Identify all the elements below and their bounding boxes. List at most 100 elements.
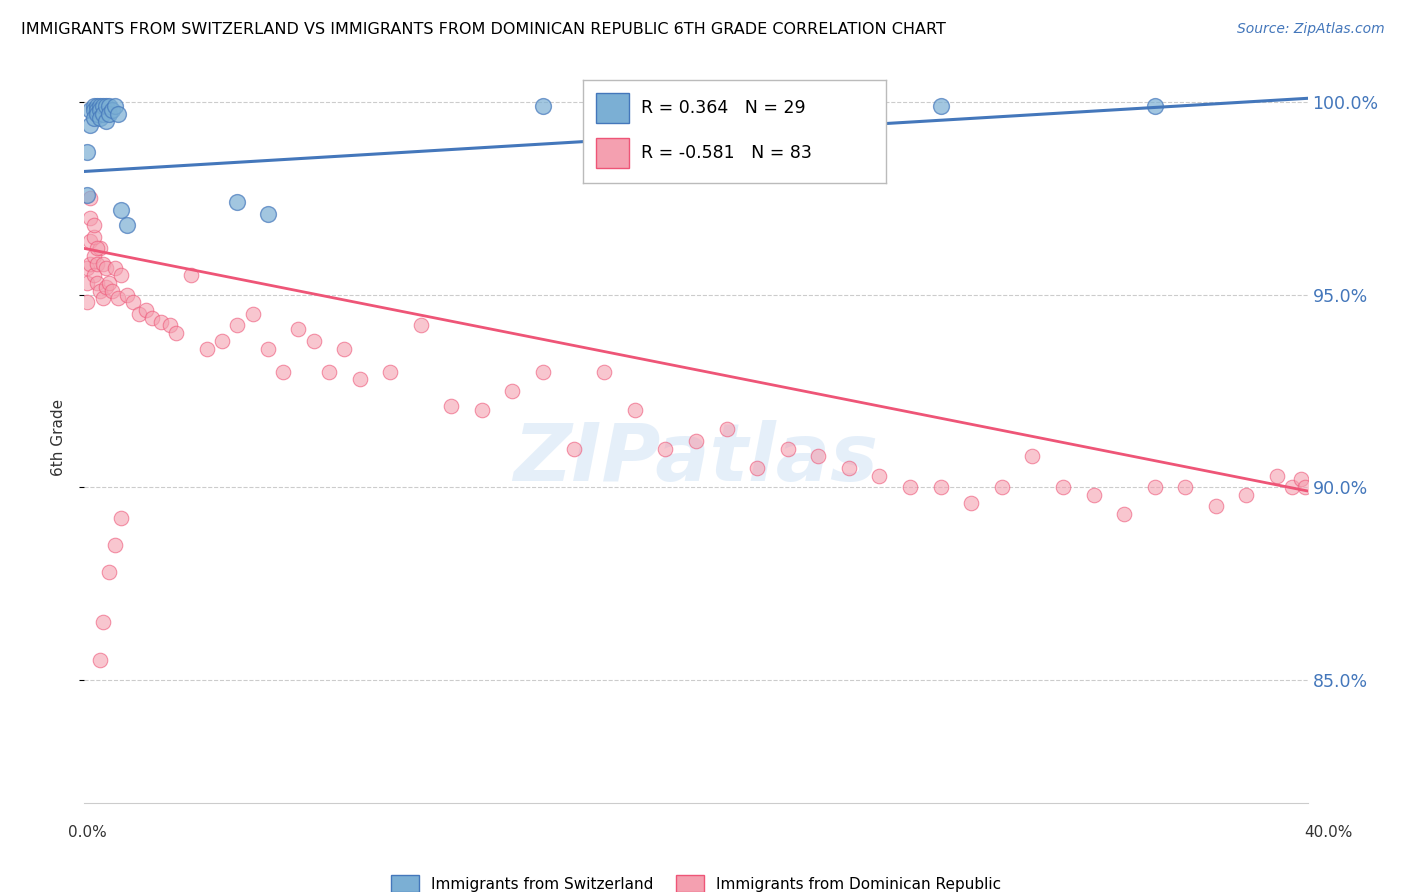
- Point: [333, 342, 356, 356]
- Point: [226, 195, 249, 210]
- Point: [86, 257, 108, 271]
- Point: [86, 103, 108, 117]
- Text: 0.0%: 0.0%: [67, 825, 107, 840]
- Point: [135, 303, 157, 318]
- Point: [76, 295, 98, 310]
- Point: [1174, 480, 1197, 494]
- Point: [97, 106, 120, 120]
- Point: [107, 106, 129, 120]
- Point: [869, 468, 891, 483]
- Point: [91, 257, 114, 271]
- Point: [624, 403, 647, 417]
- Point: [83, 111, 105, 125]
- Point: [104, 260, 127, 275]
- Point: [287, 322, 309, 336]
- Point: [1294, 480, 1316, 494]
- Text: IMMIGRANTS FROM SWITZERLAND VS IMMIGRANTS FROM DOMINICAN REPUBLIC 6TH GRADE CORR: IMMIGRANTS FROM SWITZERLAND VS IMMIGRANT…: [21, 22, 946, 37]
- Point: [531, 365, 554, 379]
- Point: [165, 326, 187, 340]
- Point: [562, 442, 585, 456]
- Point: [91, 615, 114, 629]
- Point: [349, 372, 371, 386]
- Point: [471, 403, 494, 417]
- Point: [79, 234, 101, 248]
- Point: [91, 99, 114, 113]
- Point: [79, 118, 101, 132]
- Point: [1052, 480, 1074, 494]
- Point: [226, 318, 249, 333]
- Point: [685, 434, 707, 448]
- Bar: [596, 137, 628, 169]
- Point: [1291, 472, 1313, 486]
- Point: [97, 99, 120, 113]
- Point: [128, 307, 150, 321]
- Point: [1143, 480, 1166, 494]
- Point: [91, 106, 114, 120]
- Point: [101, 284, 124, 298]
- Point: [1021, 450, 1043, 464]
- Point: [195, 342, 218, 356]
- Point: [1265, 468, 1288, 483]
- Point: [531, 99, 554, 113]
- Point: [654, 442, 676, 456]
- Point: [1236, 488, 1258, 502]
- Point: [409, 318, 432, 333]
- Point: [76, 260, 98, 275]
- Point: [76, 145, 98, 160]
- Point: [83, 249, 105, 263]
- Text: R = 0.364   N = 29: R = 0.364 N = 29: [641, 99, 806, 117]
- Point: [242, 307, 264, 321]
- Point: [89, 653, 111, 667]
- Point: [991, 480, 1014, 494]
- Point: [807, 450, 830, 464]
- Point: [960, 495, 983, 509]
- Point: [271, 365, 294, 379]
- Point: [716, 422, 738, 436]
- Point: [89, 99, 111, 113]
- Point: [79, 257, 101, 271]
- Point: [97, 565, 120, 579]
- Point: [79, 211, 101, 225]
- Point: [929, 480, 952, 494]
- Point: [97, 276, 120, 290]
- Point: [502, 384, 524, 398]
- Point: [747, 461, 769, 475]
- Point: [929, 99, 952, 113]
- Point: [141, 310, 163, 325]
- Point: [110, 202, 132, 217]
- Point: [94, 280, 117, 294]
- Point: [776, 442, 799, 456]
- Point: [86, 99, 108, 113]
- Point: [257, 342, 280, 356]
- Point: [79, 191, 101, 205]
- Point: [76, 276, 98, 290]
- Point: [83, 99, 105, 113]
- Point: [76, 187, 98, 202]
- Point: [89, 242, 111, 256]
- Point: [211, 334, 233, 348]
- Point: [440, 399, 463, 413]
- Point: [91, 292, 114, 306]
- Point: [89, 111, 111, 125]
- Point: [115, 287, 138, 301]
- Point: [110, 268, 132, 283]
- Point: [94, 260, 117, 275]
- Point: [1281, 480, 1303, 494]
- Point: [86, 106, 108, 120]
- Text: 40.0%: 40.0%: [1305, 825, 1353, 840]
- Text: Source: ZipAtlas.com: Source: ZipAtlas.com: [1237, 22, 1385, 37]
- Point: [898, 480, 921, 494]
- Point: [115, 219, 138, 233]
- Point: [86, 242, 108, 256]
- Point: [1205, 500, 1227, 514]
- Point: [83, 103, 105, 117]
- Point: [1114, 507, 1136, 521]
- Point: [83, 230, 105, 244]
- Point: [101, 103, 124, 117]
- Point: [159, 318, 181, 333]
- Legend: Immigrants from Switzerland, Immigrants from Dominican Republic: Immigrants from Switzerland, Immigrants …: [385, 869, 1007, 892]
- Point: [83, 268, 105, 283]
- Point: [104, 538, 127, 552]
- Point: [122, 295, 145, 310]
- Point: [838, 461, 860, 475]
